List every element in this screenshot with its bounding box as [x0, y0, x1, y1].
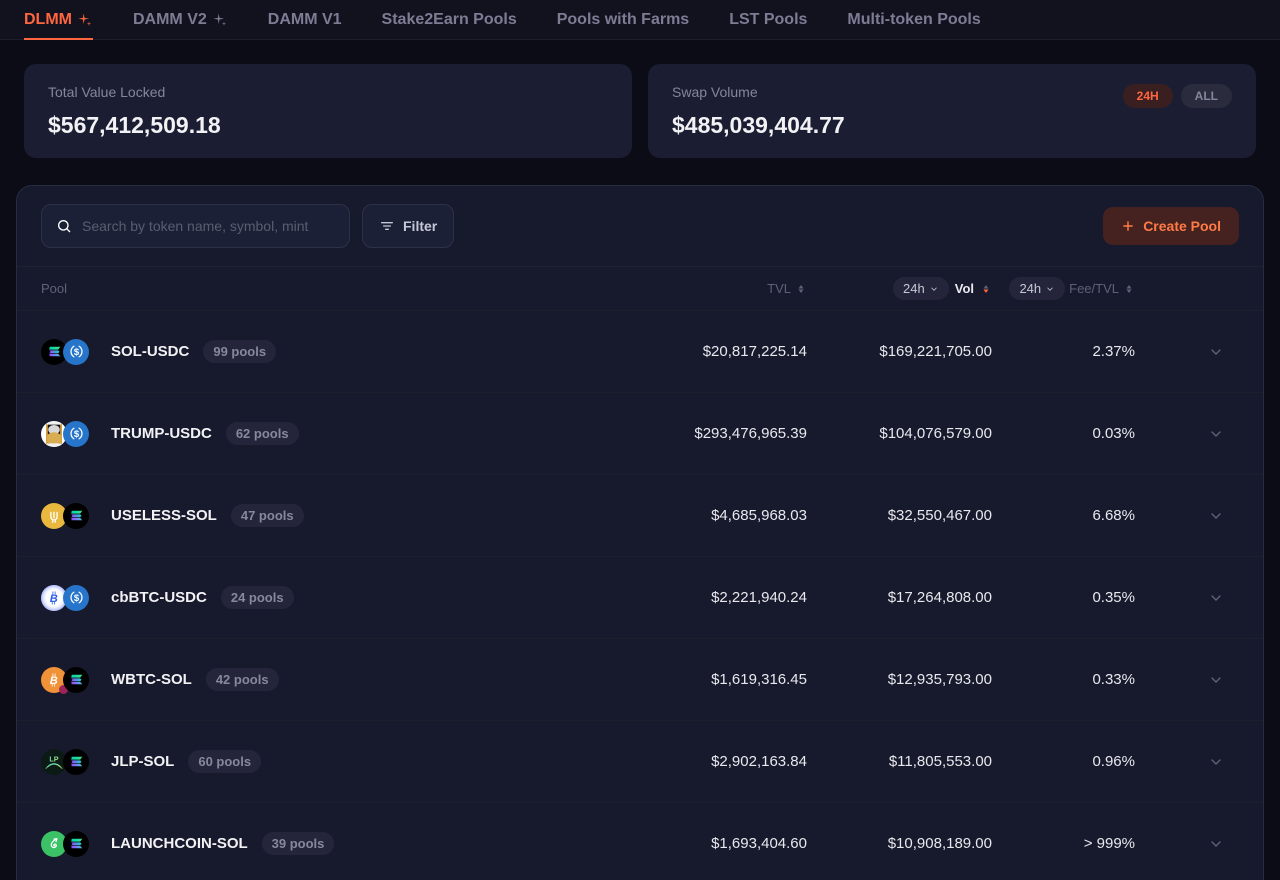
svg-text:$: $: [73, 429, 79, 440]
svg-text:$: $: [73, 593, 79, 604]
svg-text:B: B: [50, 593, 58, 605]
svg-text:$: $: [73, 347, 79, 358]
svg-text:B: B: [50, 675, 58, 687]
svg-text:LP: LP: [49, 754, 58, 763]
